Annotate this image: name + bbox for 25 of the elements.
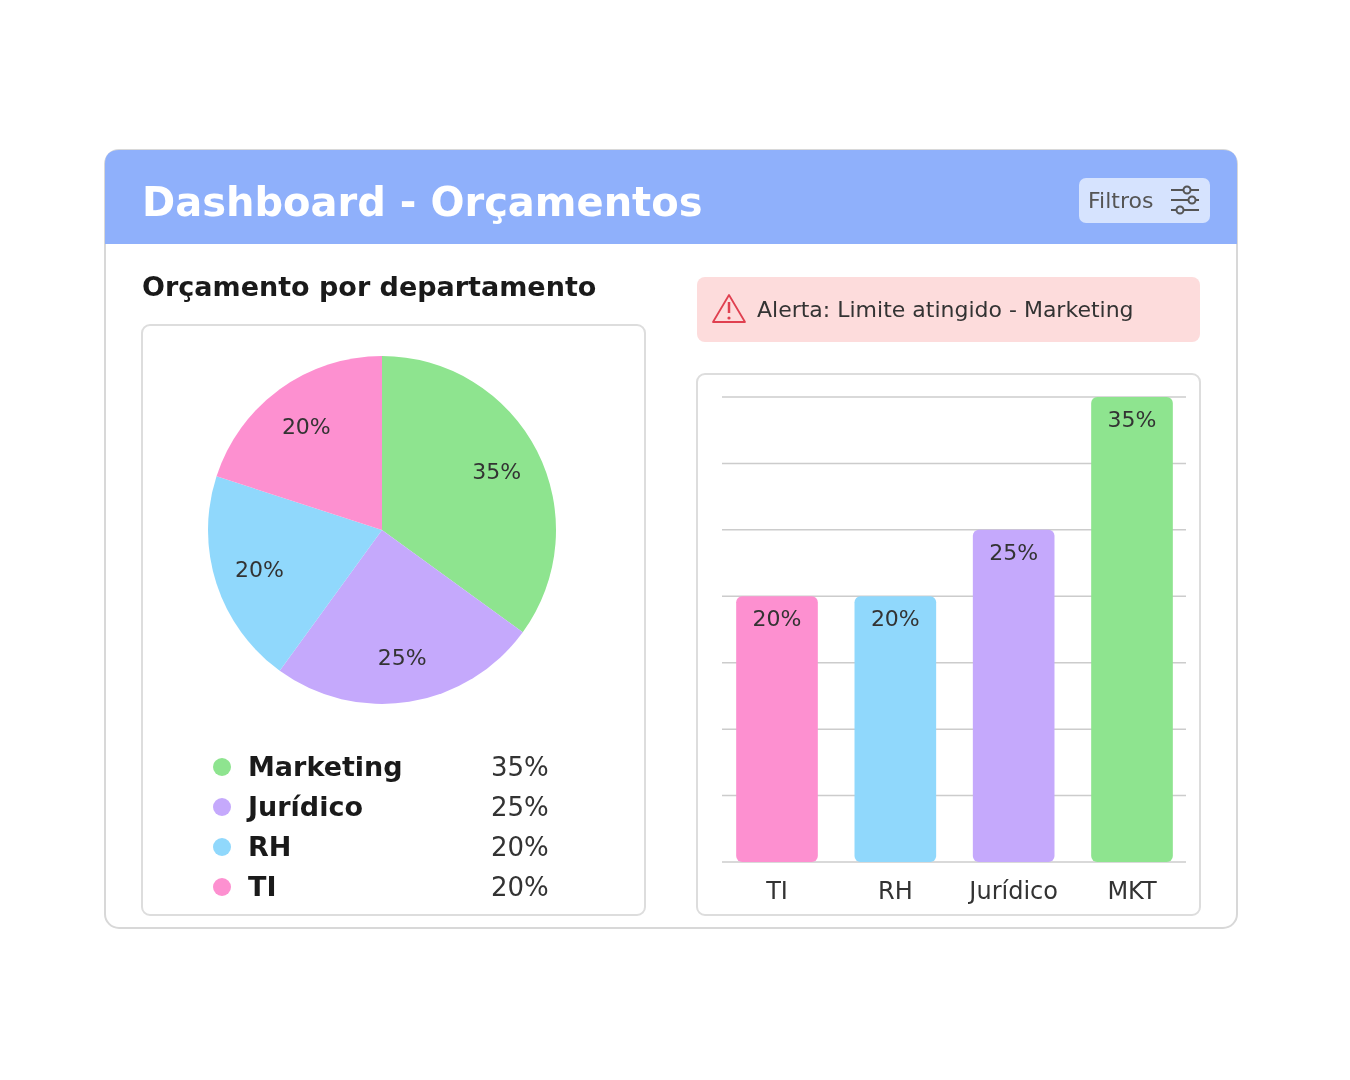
legend-label: RH bbox=[248, 831, 292, 863]
text: 20% bbox=[491, 832, 549, 863]
data-label: 20% bbox=[235, 557, 284, 583]
pie-slice bbox=[216, 356, 382, 530]
data-label: 20% bbox=[281, 413, 331, 439]
chart-title: Orçamento por departamento bbox=[142, 271, 597, 302]
data-label: 25% bbox=[989, 539, 1039, 565]
text: 35% bbox=[491, 752, 549, 783]
data-label: 35% bbox=[1107, 407, 1157, 432]
text: Dashboard - Orçamentos bbox=[142, 179, 703, 225]
data-label: 20% bbox=[752, 606, 802, 632]
text: 25% bbox=[491, 792, 549, 823]
text: Alerta: Limite atingido - Marketing bbox=[757, 297, 1134, 322]
text: 20% bbox=[491, 872, 549, 903]
data-label: 25% bbox=[377, 644, 427, 670]
data-label: 35% bbox=[472, 459, 522, 485]
pie-slice bbox=[382, 356, 556, 633]
x-tick-label: Jurídico bbox=[967, 877, 1058, 905]
x-tick-label: TI bbox=[765, 877, 788, 905]
legend-label: Jurídico bbox=[246, 791, 363, 823]
x-tick-label: RH bbox=[877, 877, 913, 905]
text: Filtros bbox=[1088, 188, 1154, 213]
legend-label: Marketing bbox=[248, 751, 403, 783]
x-tick-label: MKT bbox=[1107, 877, 1157, 905]
data-label: 20% bbox=[870, 606, 920, 632]
